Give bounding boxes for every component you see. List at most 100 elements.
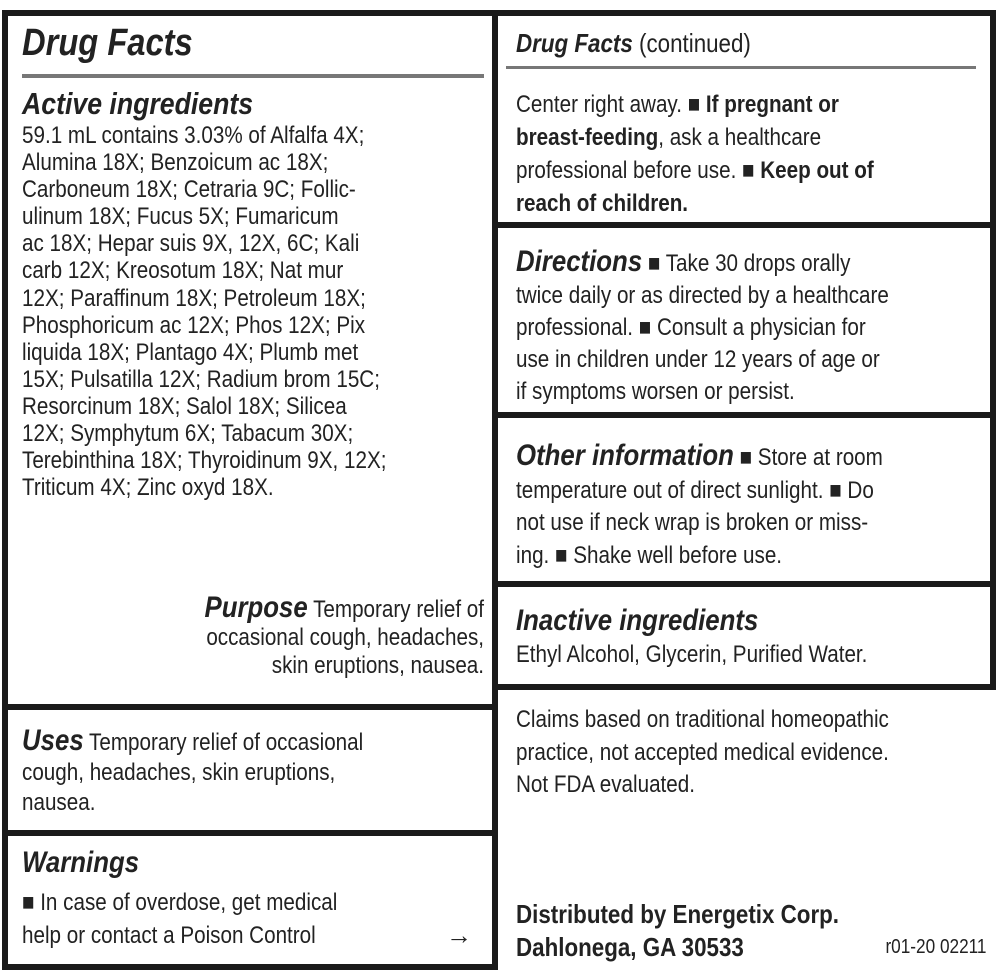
text-line: if symptoms worsen or persist. (516, 376, 889, 408)
text-line: ac 18X; Hepar suis 9X, 12X, 6C; Kali (22, 230, 386, 257)
drug-facts-title: Drug Facts (22, 22, 193, 64)
text-line: nausea. (22, 788, 363, 818)
text-segment: twice daily or as directed by a healthca… (516, 282, 889, 309)
uses-section: Uses Temporary relief of occasional cough… (22, 726, 419, 818)
text-segment: Keep out of (760, 157, 874, 184)
text-line: breast-feeding, ask a healthcare (516, 121, 874, 154)
text-line: liquida 18X; Plantago 4X; Plumb met (22, 339, 386, 366)
continued-rule (506, 66, 976, 69)
text-line: professional before use. ■ Keep out of (516, 154, 874, 187)
text-segment: 15X; Pulsatilla 12X; Radium brom 15C; (22, 365, 380, 393)
text-line: Center right away. ■ If pregnant or (516, 88, 874, 121)
text-segment: ing. ■ Shake well before use. (516, 541, 783, 569)
text-segment: ■ Store at room (733, 444, 883, 471)
text-segment: reach of children. (516, 190, 689, 217)
text-line: ing. ■ Shake well before use. (516, 540, 883, 573)
lot-code-text: r01-20 02211 (884, 936, 986, 958)
continued-title: Drug Facts (continued) (516, 28, 751, 59)
continued-text: Center right away. ■ If pregnant or breas… (516, 88, 932, 220)
warnings-panel (2, 830, 498, 970)
text-segment: practice, not accepted medical evidence. (516, 738, 889, 766)
inactive-ingredients-text: Ethyl Alcohol, Glycerin, Purified Water. (516, 640, 925, 670)
text-segment: ■ In case of overdose, get medical (22, 889, 338, 916)
text-line: Terebinthina 18X; Thyroidinum 9X, 12X; (22, 447, 386, 474)
text-segment: If pregnant or (705, 91, 839, 118)
warnings-heading: Warnings (22, 846, 140, 879)
text-line: skin eruptions, nausea. (204, 652, 484, 680)
text-line: Directions ■ Take 30 drops orally (516, 246, 889, 280)
text-line: reach of children. (516, 187, 874, 220)
text-line: Phosphoricum ac 12X; Phos 12X; Pix (22, 312, 386, 339)
text-line: 12X; Symphytum 6X; Tabacum 30X; (22, 420, 386, 447)
text-segment: temperature out of direct sunlight. ■ Do (516, 476, 874, 504)
text-line: twice daily or as directed by a healthca… (516, 280, 889, 312)
continued-panel (492, 10, 996, 228)
active-ingredients-text: 59.1 mL contains 3.03% of Alfalfa 4X; Alu… (22, 122, 446, 501)
text-line: 59.1 mL contains 3.03% of Alfalfa 4X; (22, 122, 386, 149)
text-segment: Ethyl Alcohol, Glycerin, Purified Water. (516, 641, 868, 668)
text-line: Alumina 18X; Benzoicum ac 18X; (22, 149, 386, 176)
text-segment: professional before use. ■ (516, 157, 761, 184)
text-line: Purpose Temporary relief of (204, 593, 484, 624)
text-line: help or contact a Poison Control (22, 919, 337, 952)
distributor-text: Distributed by Energetix Corp. Dahlonega,… (516, 898, 892, 964)
inactive-ingredients-panel (492, 581, 996, 690)
other-information-section: Other information ■ Store at room tempera… (516, 439, 943, 573)
text-segment: help or contact a Poison Control (22, 922, 316, 949)
active-ingredients-heading: Active ingredients (22, 86, 254, 121)
text-segment: , ask a healthcare (658, 124, 822, 151)
text-segment: not use if neck wrap is broken or miss- (516, 509, 869, 536)
continued-title-suffix: (continued) (632, 28, 751, 58)
text-line: 12X; Paraffinum 18X; Petroleum 18X; (22, 285, 386, 312)
text-segment: liquida 18X; Plantago 4X; Plumb met (22, 338, 359, 366)
text-segment: Center right away. ■ (516, 91, 706, 118)
text-line: temperature out of direct sunlight. ■ Do (516, 475, 883, 508)
uses-panel (2, 704, 498, 836)
text-line: ■ In case of overdose, get medical (22, 886, 337, 919)
section-heading: Other information (516, 439, 734, 472)
text-line: carb 12X; Kreosotum 18X; Nat mur (22, 257, 386, 284)
text-line: Carboneum 18X; Cetraria 9C; Follic- (22, 176, 386, 203)
directions-section: Directions ■ Take 30 drops orally twice d… (516, 246, 950, 408)
text-line: Ethyl Alcohol, Glycerin, Purified Water. (516, 640, 867, 670)
text-segment: Dahlonega, GA 30533 (516, 932, 744, 962)
text-segment: Temporary relief of occasional (83, 729, 364, 756)
section-heading: Directions (516, 245, 643, 278)
text-line: 15X; Pulsatilla 12X; Radium brom 15C; (22, 366, 386, 393)
text-segment: Not FDA evaluated. (516, 771, 695, 798)
drug-facts-main-panel (2, 10, 498, 710)
inactive-ingredients-heading: Inactive ingredients (516, 604, 759, 637)
text-line: occasional cough, headaches, (204, 624, 484, 652)
continued-title-main: Drug Facts (516, 28, 633, 58)
warnings-text: ■ In case of overdose, get medical help o… (22, 886, 389, 952)
text-segment: Claims based on traditional homeopathic (516, 706, 889, 733)
claims-text: Claims based on traditional homeopathic p… (516, 704, 950, 802)
text-segment: professional. ■ Consult a physician for (516, 314, 866, 341)
purpose-section: Purpose Temporary relief of occasional co… (159, 593, 484, 680)
text-line: Dahlonega, GA 30533 (516, 931, 839, 964)
text-segment: breast-feeding (516, 124, 659, 151)
text-segment: Alumina 18X; Benzoicum ac 18X; (22, 149, 329, 177)
text-segment: Carboneum 18X; Cetraria 9C; Follic- (22, 176, 356, 204)
text-segment: Temporary relief of (307, 596, 484, 623)
text-segment: 12X; Paraffinum 18X; Petroleum 18X; (22, 284, 366, 312)
text-line: practice, not accepted medical evidence. (516, 737, 889, 770)
text-segment: ac 18X; Hepar suis 9X, 12X, 6C; Kali (22, 230, 360, 258)
text-line: Not FDA evaluated. (516, 769, 889, 802)
text-segment: Distributed by Energetix Corp. (516, 899, 840, 929)
text-line: not use if neck wrap is broken or miss- (516, 507, 883, 540)
text-line: use in children under 12 years of age or (516, 344, 889, 376)
text-segment: carb 12X; Kreosotum 18X; Nat mur (22, 257, 344, 285)
text-segment: occasional cough, headaches, (206, 624, 484, 651)
text-segment: Resorcinum 18X; Salol 18X; Silicea (22, 392, 347, 420)
text-line: professional. ■ Consult a physician for (516, 312, 889, 344)
text-line: Resorcinum 18X; Salol 18X; Silicea (22, 393, 386, 420)
text-segment: cough, headaches, skin eruptions, (22, 759, 336, 786)
text-segment: skin eruptions, nausea. (271, 652, 484, 679)
text-segment: ulinum 18X; Fucus 5X; Fumaricum (22, 203, 339, 231)
text-segment: 12X; Symphytum 6X; Tabacum 30X; (22, 420, 354, 448)
text-segment: nausea. (22, 789, 96, 816)
lot-code: r01-20 02211 (869, 936, 986, 959)
section-heading: Uses (22, 724, 84, 757)
text-segment: Phosphoricum ac 12X; Phos 12X; Pix (22, 311, 366, 339)
